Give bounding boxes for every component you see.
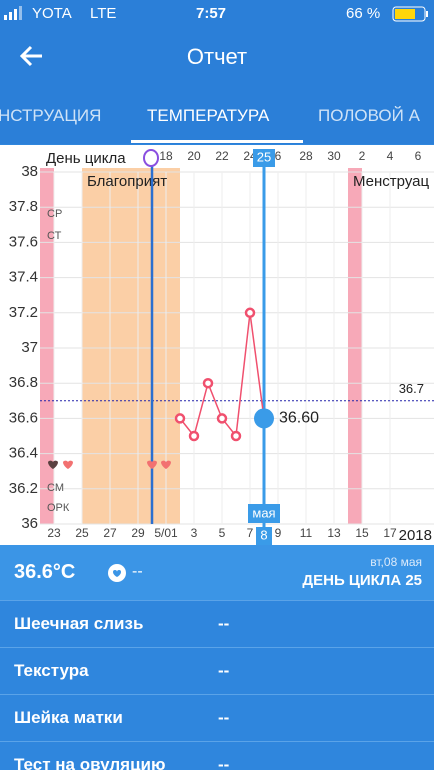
row[interactable]: Шейка матки -- — [0, 694, 434, 742]
x-tick-label: 5 — [219, 526, 226, 540]
ovulation-icon — [143, 149, 159, 167]
y-tick-label: 38 — [21, 163, 38, 180]
cycle-tick-label: 20 — [187, 149, 201, 163]
chart: 3636.236.436.636.83737.237.437.637.838Бл… — [0, 145, 434, 545]
side-label: СТ — [47, 230, 62, 242]
selected-day: 8 — [260, 527, 267, 542]
phase-band — [40, 168, 54, 524]
back-button[interactable] — [14, 38, 54, 78]
status-bar: YOTA LTE 7:57 66 % — [0, 0, 434, 28]
selected-box — [253, 149, 275, 167]
temperature-point — [202, 377, 214, 389]
battery-level: 66 % — [346, 5, 381, 22]
signal-icon — [4, 6, 22, 20]
x-tick-label: 13 — [327, 526, 341, 540]
selected-cycle-day: 25 — [257, 149, 271, 164]
cycle-tick-label: 30 — [327, 149, 341, 163]
temperature: 36.6°C — [14, 561, 76, 583]
side-label: СР — [47, 208, 62, 220]
x-tick-label: 25 — [75, 526, 89, 540]
x-tick-label: 9 — [275, 526, 282, 540]
y-tick-label: 36.2 — [9, 480, 38, 497]
row-value: -- — [218, 708, 230, 727]
selected-box — [248, 504, 280, 523]
x-tick-label: 29 — [131, 526, 145, 540]
row-label: Шейка матки — [14, 708, 123, 727]
temperature-point — [188, 430, 200, 442]
side-label: СМ — [47, 482, 64, 494]
y-tick-label: 37.6 — [9, 233, 38, 250]
tab-active[interactable]: ТЕМПЕРАТУРА — [147, 106, 270, 125]
summary: 36.6°C -- вт,08 мая ДЕНЬ ЦИКЛА 25 — [0, 545, 434, 601]
y-tick-label: 36 — [21, 515, 38, 532]
cycle-tick-label: 4 — [387, 149, 394, 163]
row-label: Шеечная слизь — [14, 614, 144, 633]
x-tick-label: 3 — [191, 526, 198, 540]
header-title: Отчет — [186, 44, 248, 69]
x-tick-label: 23 — [47, 526, 61, 540]
x-tick-label: 15 — [355, 526, 369, 540]
tab[interactable]: ПОЛОВОЙ А — [318, 106, 420, 125]
row[interactable]: Текстура -- — [0, 647, 434, 695]
row-value: -- — [218, 614, 230, 633]
note: -- — [132, 563, 143, 580]
y-tick-label: 36.6 — [9, 409, 38, 426]
heart-icons — [48, 460, 58, 469]
y-tick-label: 37.4 — [9, 269, 38, 286]
selected-month: мая — [252, 505, 275, 520]
phase-label: Менструац — [353, 173, 430, 190]
battery-icon — [392, 6, 428, 22]
temperature-point — [216, 413, 228, 424]
x-tick-label: 17 — [383, 526, 397, 540]
clock: 7:57 — [196, 5, 227, 22]
value-label: 36.60 — [279, 410, 319, 427]
year-label: 2018 — [399, 527, 432, 544]
phase-label: Благоприят — [87, 173, 167, 190]
tab[interactable]: НСТРУАЦИЯ — [0, 106, 102, 125]
chart-background — [0, 145, 434, 545]
row[interactable]: Тест на овуляцию -- — [0, 741, 434, 770]
cycle-tick-label: 22 — [215, 149, 229, 163]
tabs: НСТРУАЦИЯ ТЕМПЕРАТУРА ПОЛОВОЙ А — [0, 88, 434, 144]
y-tick-label: 37.2 — [9, 304, 38, 321]
cycle-tick-label: 6 — [415, 149, 422, 163]
x-tick-label: 11 — [300, 526, 313, 540]
selected-box — [256, 527, 272, 545]
note-icon — [108, 564, 126, 582]
network: LTE — [90, 5, 117, 22]
cycle-tick-label: 6 — [275, 149, 282, 163]
temperature-point — [174, 413, 186, 424]
row-label: Текстура — [14, 661, 89, 680]
row-value: -- — [218, 755, 230, 770]
coverline-label: 36.7 — [399, 381, 424, 396]
y-tick-label: 36.8 — [9, 374, 38, 391]
cycle-tick-label: 28 — [299, 149, 313, 163]
phase-band — [348, 168, 362, 524]
x-tick-label: 27 — [103, 526, 117, 540]
tab-indicator — [131, 140, 303, 143]
date: вт,08 мая — [370, 555, 422, 569]
y-tick-label: 37.8 — [9, 198, 38, 215]
x-tick-label: 5/01 — [154, 526, 178, 540]
x-tick-label: 7 — [247, 526, 254, 540]
cycle-day-label: День цикла — [46, 150, 126, 167]
row[interactable]: Шеечная слизь -- — [0, 600, 434, 648]
row-label: Тест на овуляцию — [14, 755, 166, 770]
carrier: YOTA — [32, 5, 72, 22]
header: Отчет — [0, 28, 434, 88]
cycle-tick-label: 2 — [359, 149, 366, 163]
row-value: -- — [218, 661, 230, 680]
selected-point — [254, 408, 274, 429]
heart-icons — [63, 460, 171, 469]
cycle-day: ДЕНЬ ЦИКЛА 25 — [302, 572, 422, 589]
y-tick-label: 36.4 — [9, 445, 38, 462]
temperature-point — [230, 430, 242, 442]
phase-band — [82, 168, 180, 524]
cycle-tick-label: 18 — [159, 149, 173, 163]
temperature-point — [244, 307, 256, 319]
y-tick-label: 37 — [21, 339, 38, 356]
side-label: ОРК — [47, 502, 70, 514]
